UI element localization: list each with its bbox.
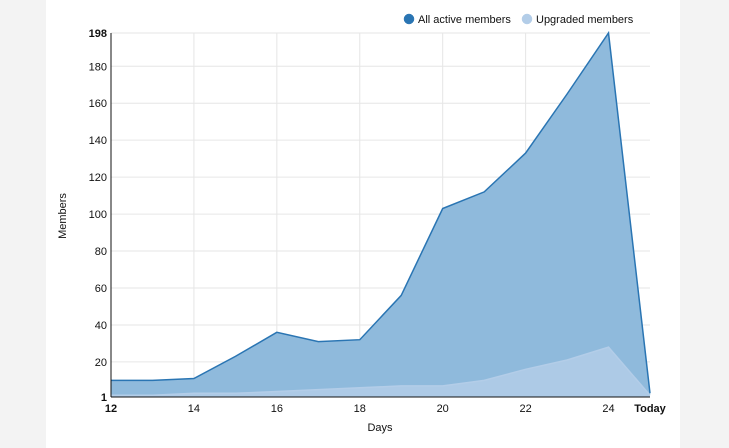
series-line-all-active-members (111, 30, 651, 394)
legend-swatch (521, 13, 533, 25)
x-tick-label: 16 (271, 403, 283, 415)
legend-swatch (403, 13, 415, 25)
y-axis-title: Members (57, 193, 69, 239)
x-tick-label: 14 (188, 403, 200, 415)
y-tick-label: 20 (95, 357, 107, 369)
y-tick-label: 60 (95, 283, 107, 295)
x-tick-label: 20 (437, 403, 449, 415)
chart-card: 1 20 40 60 80 100 120 140 160 180 198 12 14 16 18 20 22 2… (46, 0, 680, 448)
series-areas (110, 30, 651, 397)
y-tick-label: 40 (95, 320, 107, 332)
x-axis-title: Days (367, 422, 393, 434)
series-area-upgraded-members (111, 347, 650, 397)
y-tick-label: 198 (89, 28, 107, 40)
legend-label: Upgraded members (536, 14, 634, 26)
y-tick-label: 120 (89, 172, 107, 184)
y-tick-label: 1 (101, 392, 107, 404)
series-area-all-active-members (111, 33, 650, 397)
x-tick-label: 24 (602, 403, 614, 415)
legend-label: All active members (418, 14, 511, 26)
y-tick-label: 80 (95, 246, 107, 258)
y-tick-label: 180 (89, 61, 107, 73)
x-tick-label: 12 (105, 403, 117, 415)
y-tick-label: 160 (89, 98, 107, 110)
legend-item: Upgraded members (521, 13, 634, 26)
y-tick-label: 100 (89, 209, 107, 221)
x-tick-label: Today (634, 403, 666, 415)
series-line-upgraded-members (111, 346, 651, 396)
legend-item: All active members (403, 13, 511, 26)
y-tick-label: 140 (89, 135, 107, 147)
x-tick-label: 18 (354, 403, 366, 415)
legend: All active members Upgraded members (403, 13, 634, 26)
x-tick-label: 22 (519, 403, 531, 415)
